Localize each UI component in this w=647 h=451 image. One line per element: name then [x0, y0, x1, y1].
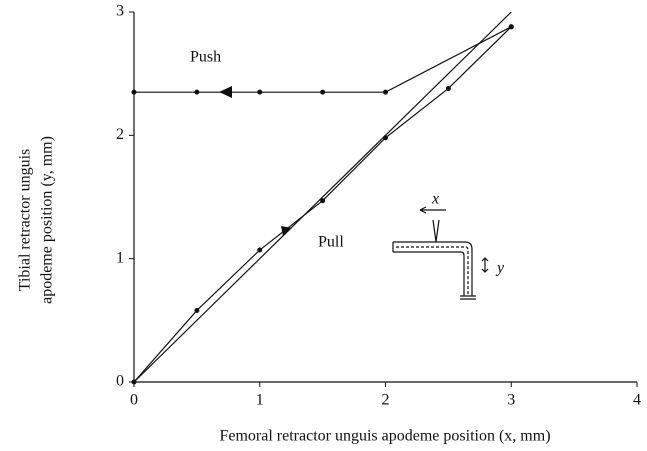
- inset-x-label: x: [431, 191, 439, 208]
- y-tick-label: 0: [116, 373, 124, 390]
- x-tick-label: 2: [382, 392, 390, 409]
- y-axis-label: Tibial retractor unguis: [17, 149, 34, 292]
- data-point: [257, 247, 263, 253]
- inset-y-label: y: [495, 260, 505, 277]
- push-label: Push: [190, 49, 221, 66]
- data-point: [320, 198, 326, 204]
- data-point: [131, 379, 137, 385]
- y-tick-label: 1: [116, 249, 124, 266]
- inset-diagram: [392, 206, 489, 300]
- data-point: [320, 89, 326, 95]
- data-point: [131, 89, 137, 95]
- data-point: [508, 24, 514, 30]
- data-line: [134, 26, 512, 93]
- pull-label: Pull: [318, 234, 344, 251]
- data-point: [194, 307, 200, 313]
- data-point: [383, 135, 388, 141]
- data-line: [133, 26, 512, 383]
- x-tick-label: 1: [256, 392, 264, 409]
- y-tick-label: 3: [116, 3, 124, 20]
- data-point: [445, 85, 451, 91]
- data-point: [257, 89, 263, 95]
- data-point: [383, 89, 388, 95]
- x-tick-label: 4: [633, 392, 641, 409]
- y-axis-label: apodeme position (y, mm): [39, 136, 56, 304]
- x-tick-label: 3: [507, 392, 515, 409]
- data-line: [133, 11, 512, 383]
- x-axis-label: Femoral retractor unguis apodeme positio…: [219, 428, 550, 445]
- x-tick-label: 0: [130, 392, 138, 409]
- y-tick-label: 2: [116, 126, 124, 143]
- data-point: [194, 89, 200, 95]
- pull-arrow: [281, 226, 292, 236]
